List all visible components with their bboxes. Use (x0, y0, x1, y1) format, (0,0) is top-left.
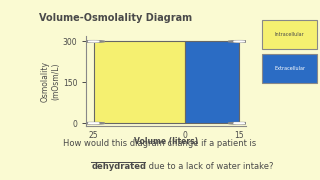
Circle shape (83, 122, 105, 124)
Circle shape (88, 41, 99, 42)
Bar (94, 41, 185, 123)
Text: Volume-Osmolality Diagram: Volume-Osmolality Diagram (39, 13, 192, 23)
Text: 0: 0 (182, 131, 187, 140)
Text: Intracellular: Intracellular (275, 32, 304, 37)
Circle shape (228, 122, 250, 124)
Text: 25: 25 (89, 131, 99, 140)
Text: Volume (liters): Volume (liters) (134, 137, 198, 146)
Bar (262, 54, 317, 83)
Text: 15: 15 (234, 131, 244, 140)
Circle shape (83, 41, 105, 42)
Circle shape (88, 123, 99, 124)
Bar (185, 41, 239, 123)
Circle shape (234, 123, 244, 124)
Text: Extracellular: Extracellular (274, 66, 305, 71)
Circle shape (234, 41, 244, 42)
Text: How would this diagram change if a patient is: How would this diagram change if a patie… (63, 139, 257, 148)
Text: dehydrated: dehydrated (91, 162, 146, 171)
Circle shape (228, 41, 250, 42)
Text: due to a lack of water intake?: due to a lack of water intake? (146, 162, 273, 171)
Bar (262, 20, 317, 49)
Y-axis label: Osmolality
(mOsm/L): Osmolality (mOsm/L) (41, 60, 60, 102)
